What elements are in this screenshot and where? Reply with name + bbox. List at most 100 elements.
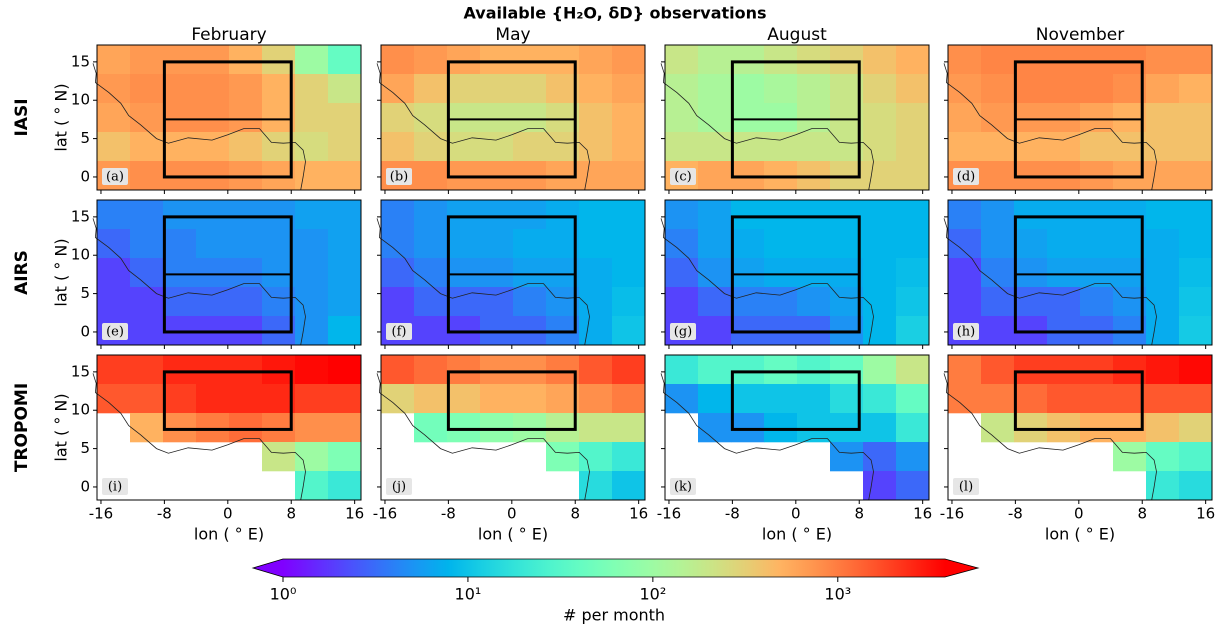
heatmap-cell <box>513 132 547 162</box>
y-tick-label: 0 <box>80 322 90 340</box>
heatmap-cell <box>665 355 699 385</box>
heatmap-cell <box>414 200 448 230</box>
heatmap-cell <box>97 45 131 75</box>
heatmap-cell <box>414 103 448 133</box>
heatmap-cell <box>447 258 481 288</box>
heatmap-cell <box>579 413 613 443</box>
heatmap-cell <box>513 384 547 414</box>
panel-frame <box>380 44 646 191</box>
heatmap-cell <box>130 45 164 75</box>
heatmap-cell <box>981 229 1015 259</box>
heatmap-cell <box>665 74 699 104</box>
heatmap-cell <box>1179 229 1213 259</box>
heatmap-cell <box>948 229 982 259</box>
heatmap-cell <box>896 45 930 75</box>
heatmap-cell <box>698 355 732 385</box>
heatmap-cell <box>863 45 897 75</box>
heatmap-cell <box>97 200 131 230</box>
heatmap-cell <box>731 287 765 317</box>
heatmap-cell <box>764 413 798 443</box>
heatmap-cell <box>295 229 329 259</box>
heatmap-cell <box>896 471 930 501</box>
x-tick-label: 16 <box>1196 505 1215 523</box>
heatmap-cell <box>579 258 613 288</box>
panel-label-box <box>953 478 979 495</box>
x-tick-label: 8 <box>1137 505 1147 523</box>
heatmap-cell <box>1080 355 1114 385</box>
row-label: AIRS <box>12 250 32 295</box>
heatmap-cell <box>196 45 230 75</box>
heatmap-cell <box>229 384 263 414</box>
heatmap-cell <box>163 229 197 259</box>
colorbar-extend-low <box>253 559 283 577</box>
heatmap-cell <box>196 132 230 162</box>
coastline <box>660 63 874 191</box>
heatmap-cell <box>1179 161 1213 191</box>
heatmap-cell <box>1179 355 1213 385</box>
heatmap-cell <box>764 384 798 414</box>
heatmap-cell <box>665 229 699 259</box>
heatmap-cell <box>1047 200 1081 230</box>
heatmap-cell <box>328 161 362 191</box>
heatmap-cell <box>196 258 230 288</box>
x-tick-label: -16 <box>940 505 965 523</box>
coastline <box>376 63 590 191</box>
heatmap-cell <box>229 74 263 104</box>
heatmap-cell <box>328 229 362 259</box>
heatmap-cell <box>513 103 547 133</box>
panel-label: (a) <box>106 170 124 185</box>
colorbar-tick-label: 10³ <box>824 585 851 604</box>
heatmap-cell <box>1014 132 1048 162</box>
heatmap-cell <box>513 287 547 317</box>
heatmap-cell <box>981 103 1015 133</box>
heatmap-cell <box>1113 442 1147 472</box>
heatmap-cell <box>665 384 699 414</box>
heatmap-cell <box>797 45 831 75</box>
heatmap-cell <box>480 200 514 230</box>
heatmap-cell <box>764 287 798 317</box>
x-tick-label: 8 <box>854 505 864 523</box>
heatmap-cell <box>579 132 613 162</box>
heatmap-cell <box>295 258 329 288</box>
heatmap-cell <box>546 442 580 472</box>
heatmap-cell <box>163 200 197 230</box>
y-tick-label: 15 <box>71 207 90 225</box>
heatmap-cell <box>130 413 164 443</box>
heatmap-cell <box>981 74 1015 104</box>
heatmap-cell <box>1080 103 1114 133</box>
heatmap-cell <box>1080 258 1114 288</box>
x-tick-label: 16 <box>629 505 648 523</box>
heatmap-cell <box>579 103 613 133</box>
panel-frame <box>664 354 930 501</box>
x-tick-label: 0 <box>507 505 517 523</box>
heatmap-cell <box>447 103 481 133</box>
heatmap-cell <box>948 355 982 385</box>
heatmap-cell <box>1080 413 1114 443</box>
heatmap-cell <box>1146 45 1180 75</box>
region-box <box>162 370 293 431</box>
heatmap-cell <box>381 384 415 414</box>
heatmap-cell <box>698 200 732 230</box>
heatmap-cell <box>896 103 930 133</box>
heatmap-cell <box>764 229 798 259</box>
column-title: November <box>1036 25 1124 45</box>
heatmap-cell <box>731 384 765 414</box>
heatmap-cell <box>863 287 897 317</box>
heatmap-cell <box>480 413 514 443</box>
heatmap-cell <box>447 74 481 104</box>
colorbar <box>283 559 945 577</box>
heatmap-cell <box>665 258 699 288</box>
heatmap-cell <box>1146 132 1180 162</box>
heatmap-cell <box>863 103 897 133</box>
heatmap-cell <box>381 45 415 75</box>
heatmap-cell <box>414 161 448 191</box>
heatmap-cell <box>579 229 613 259</box>
heatmap-cell <box>229 287 263 317</box>
heatmap-cell <box>513 258 547 288</box>
heatmap-cell <box>480 45 514 75</box>
heatmap-cell <box>797 384 831 414</box>
heatmap-cell <box>447 384 481 414</box>
heatmap-cell <box>130 229 164 259</box>
y-tick-label: 15 <box>71 362 90 380</box>
heatmap-cell <box>295 45 329 75</box>
